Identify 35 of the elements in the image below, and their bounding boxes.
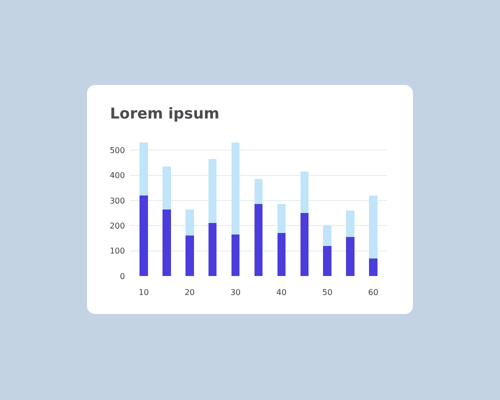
- bar: [162, 209, 171, 276]
- x-tick-label: 10: [138, 288, 149, 297]
- bar: [186, 236, 194, 276]
- bar: [323, 246, 332, 276]
- bar: [254, 204, 263, 276]
- bar: [140, 142, 148, 196]
- y-tick-label: 400: [110, 171, 125, 180]
- bar: [369, 258, 378, 276]
- bar: [140, 195, 148, 276]
- bar: [254, 179, 263, 204]
- bar: [346, 210, 354, 237]
- bar: [369, 195, 378, 258]
- x-tick-label: 30: [230, 288, 241, 297]
- bar: [208, 223, 217, 276]
- bar: [300, 213, 309, 276]
- y-tick-label: 0: [120, 272, 125, 281]
- y-tick-label: 200: [110, 221, 125, 230]
- bar: [208, 158, 217, 224]
- y-tick-label: 100: [110, 246, 125, 256]
- bar: [231, 142, 240, 234]
- bar: [162, 166, 171, 210]
- bar: [300, 171, 309, 214]
- y-tick-label: 500: [110, 146, 125, 155]
- bar: [231, 234, 240, 276]
- x-tick-label: 50: [322, 288, 332, 297]
- bar: [346, 236, 354, 276]
- bar: [277, 204, 286, 234]
- y-tick-label: 300: [110, 196, 125, 206]
- x-tick-label: 40: [276, 288, 287, 297]
- chart-title: Lorem ipsum: [110, 104, 220, 122]
- bar: [323, 226, 332, 246]
- bar: [186, 209, 194, 236]
- x-tick-label: 20: [184, 288, 195, 297]
- bar: [277, 233, 286, 276]
- x-tick-label: 60: [368, 288, 378, 297]
